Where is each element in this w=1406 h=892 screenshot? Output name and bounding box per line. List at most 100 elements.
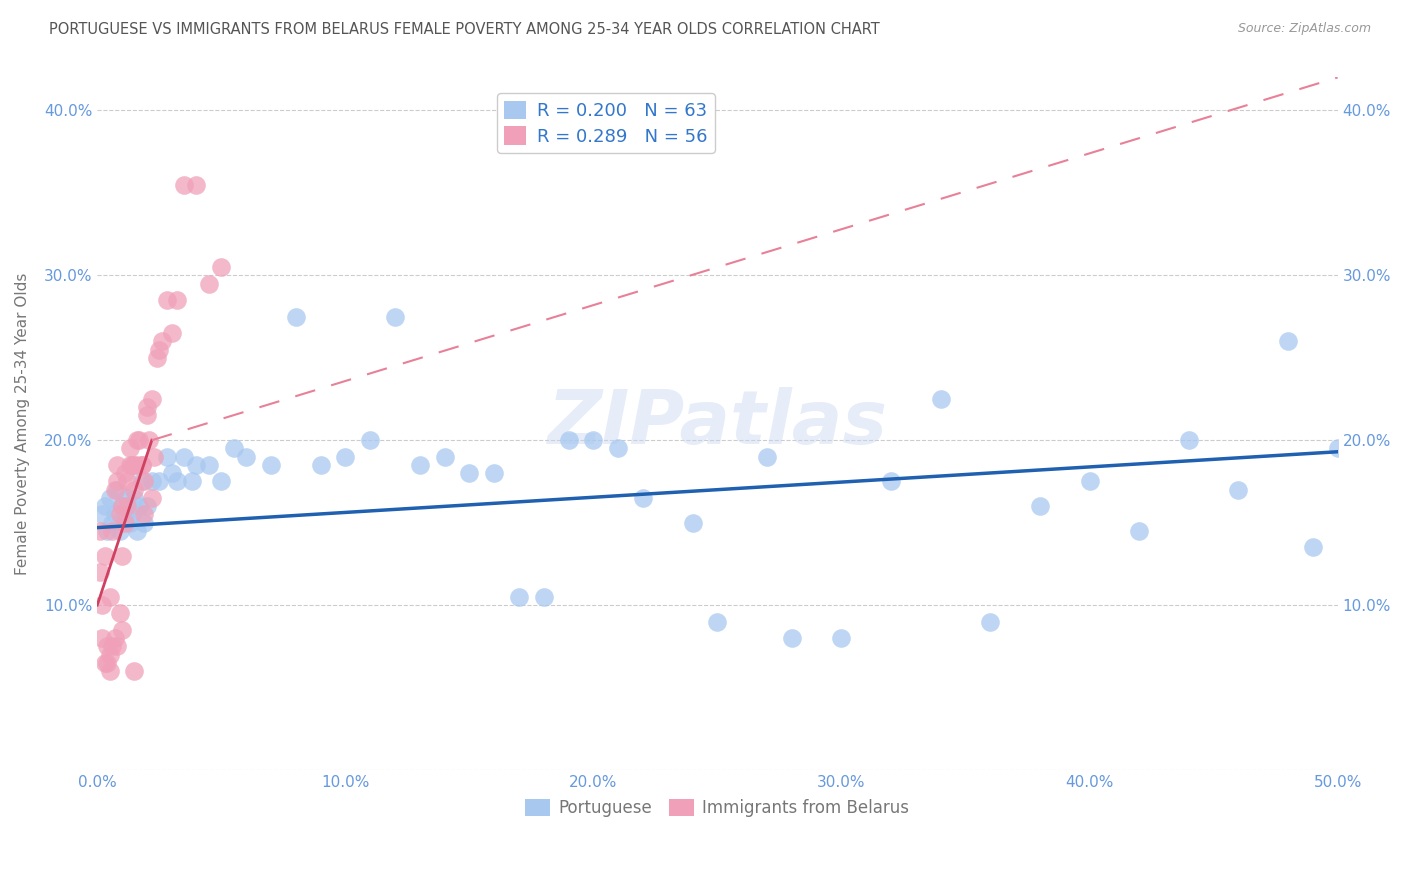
Point <box>125 458 148 472</box>
Point <box>508 590 530 604</box>
Point <box>105 483 128 497</box>
Point <box>756 450 779 464</box>
Point <box>433 450 456 464</box>
Point <box>114 516 136 530</box>
Point <box>131 458 153 472</box>
Point <box>138 434 160 448</box>
Text: PORTUGUESE VS IMMIGRANTS FROM BELARUS FEMALE POVERTY AMONG 25-34 YEAR OLDS CORRE: PORTUGUESE VS IMMIGRANTS FROM BELARUS FE… <box>49 22 880 37</box>
Point <box>780 631 803 645</box>
Point <box>557 434 579 448</box>
Point <box>91 631 114 645</box>
Point <box>115 475 138 489</box>
Point <box>118 516 141 530</box>
Point <box>89 524 111 538</box>
Point <box>131 475 153 489</box>
Point <box>222 442 245 456</box>
Point <box>91 598 114 612</box>
Point <box>1128 524 1150 538</box>
Point <box>134 475 156 489</box>
Point <box>101 640 124 654</box>
Point <box>309 458 332 472</box>
Point <box>482 466 505 480</box>
Point <box>131 458 153 472</box>
Point <box>104 508 127 522</box>
Point <box>98 590 121 604</box>
Legend: Portuguese, Immigrants from Belarus: Portuguese, Immigrants from Belarus <box>519 792 917 824</box>
Point <box>128 499 150 513</box>
Point <box>148 343 170 357</box>
Point <box>1326 442 1348 456</box>
Point <box>124 664 146 678</box>
Point <box>156 450 179 464</box>
Point <box>209 260 232 274</box>
Point <box>115 499 138 513</box>
Point <box>180 475 202 489</box>
Point <box>128 434 150 448</box>
Point <box>105 475 128 489</box>
Point <box>135 401 157 415</box>
Point <box>160 466 183 480</box>
Y-axis label: Female Poverty Among 25-34 Year Olds: Female Poverty Among 25-34 Year Olds <box>15 273 30 575</box>
Point <box>141 392 163 406</box>
Text: ZIPatlas: ZIPatlas <box>547 387 887 460</box>
Point <box>979 615 1001 629</box>
Point <box>121 508 143 522</box>
Point <box>384 310 406 324</box>
Point <box>104 631 127 645</box>
Point <box>101 516 124 530</box>
Point <box>114 508 136 522</box>
Point <box>135 409 157 423</box>
Point <box>124 491 146 505</box>
Point <box>235 450 257 464</box>
Point <box>260 458 283 472</box>
Point <box>135 499 157 513</box>
Point <box>1078 475 1101 489</box>
Point <box>93 656 115 670</box>
Point <box>118 458 141 472</box>
Point <box>108 524 131 538</box>
Point <box>111 499 134 513</box>
Point <box>409 458 432 472</box>
Point <box>108 607 131 621</box>
Point <box>166 293 188 307</box>
Point <box>359 434 381 448</box>
Point <box>186 178 208 192</box>
Point <box>89 565 111 579</box>
Point <box>96 640 118 654</box>
Point <box>143 450 166 464</box>
Point <box>101 524 124 538</box>
Point <box>706 615 728 629</box>
Point <box>93 549 115 563</box>
Point <box>98 664 121 678</box>
Point <box>98 648 121 662</box>
Point <box>96 656 118 670</box>
Point <box>125 434 148 448</box>
Point <box>134 516 156 530</box>
Point <box>880 475 903 489</box>
Point <box>1277 334 1299 349</box>
Point <box>146 351 169 365</box>
Point <box>124 458 146 472</box>
Point <box>160 326 183 340</box>
Point <box>118 442 141 456</box>
Point <box>111 623 134 637</box>
Point <box>134 508 156 522</box>
Point <box>533 590 555 604</box>
Point <box>173 450 195 464</box>
Point <box>682 516 704 530</box>
Point <box>166 475 188 489</box>
Point <box>284 310 307 324</box>
Point <box>115 491 138 505</box>
Point <box>335 450 357 464</box>
Point <box>186 458 208 472</box>
Point <box>108 508 131 522</box>
Point <box>111 499 134 513</box>
Text: Source: ZipAtlas.com: Source: ZipAtlas.com <box>1237 22 1371 36</box>
Point <box>111 549 134 563</box>
Point <box>631 491 654 505</box>
Point <box>121 458 143 472</box>
Point <box>198 277 221 291</box>
Point <box>141 491 163 505</box>
Point <box>96 524 118 538</box>
Point <box>830 631 852 645</box>
